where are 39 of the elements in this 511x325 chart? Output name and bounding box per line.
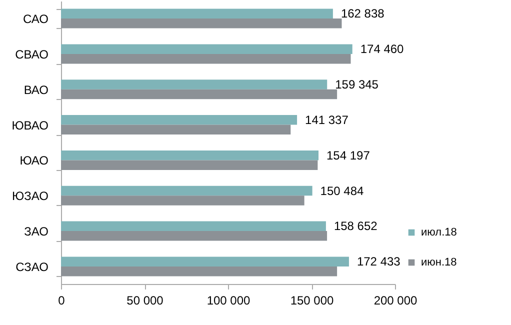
bar (61, 256, 349, 266)
data-label: 174 460 (360, 42, 404, 56)
bar (61, 18, 342, 28)
bar (61, 186, 312, 196)
x-tick-label: 100 000 (206, 294, 251, 308)
bar (61, 160, 318, 170)
bar (61, 221, 326, 232)
data-label: 154 197 (326, 148, 370, 162)
x-tick-label: 50 000 (126, 294, 164, 308)
x-tick-label: 0 (58, 294, 66, 308)
data-label: 172 433 (356, 254, 401, 269)
bar (61, 150, 319, 160)
data-label: 150 484 (320, 184, 364, 198)
bar (61, 8, 333, 19)
data-label: 141 337 (305, 112, 349, 127)
data-label: 158 652 (334, 219, 378, 234)
data-label: 159 345 (335, 78, 379, 92)
y-tick-label: ЗАО (24, 224, 48, 239)
bar (61, 54, 351, 64)
bar (61, 115, 298, 125)
bar (61, 196, 304, 206)
y-tick-label: САО (23, 12, 48, 26)
legend-label: июл.18 (421, 226, 457, 238)
y-tick-label: ВАО (24, 82, 48, 97)
y-tick-label: ЮВАО (12, 118, 48, 132)
y-tick-label: ЮАО (20, 154, 48, 168)
bar (61, 266, 338, 276)
y-tick-label: ЮЗАО (12, 189, 48, 204)
bar (61, 80, 328, 90)
y-tick-label: СЗАО (16, 260, 48, 274)
y-tick-label: СВАО (15, 47, 48, 62)
x-tick-label: 150 000 (290, 294, 334, 308)
bar (61, 231, 328, 241)
bar (61, 44, 352, 54)
x-tick-label: 200 000 (374, 294, 418, 308)
bar (61, 89, 338, 100)
bar (61, 124, 291, 135)
legend-label: июн.18 (421, 256, 457, 268)
data-label: 162 838 (340, 6, 385, 21)
